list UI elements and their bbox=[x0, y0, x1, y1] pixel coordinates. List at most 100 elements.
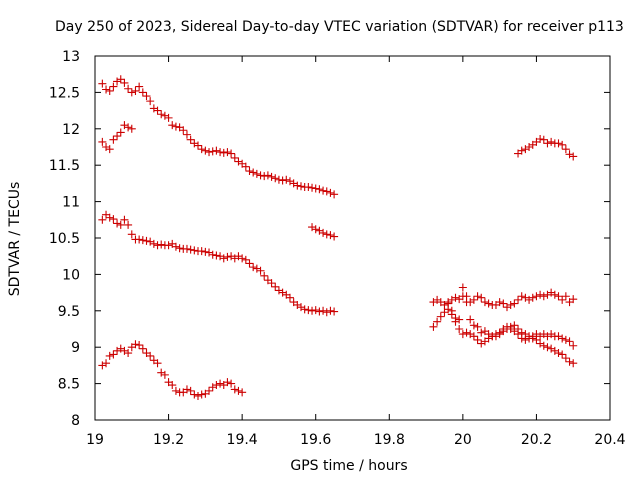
data-point bbox=[319, 306, 328, 315]
data-point bbox=[561, 335, 570, 344]
data-point bbox=[120, 346, 129, 355]
y-tick-label: 10 bbox=[62, 267, 80, 283]
data-point bbox=[293, 181, 302, 190]
series-track-f bbox=[514, 134, 578, 161]
data-point bbox=[98, 137, 107, 146]
data-point bbox=[322, 230, 331, 239]
data-point bbox=[113, 77, 122, 86]
data-point bbox=[227, 379, 236, 388]
data-point bbox=[160, 111, 169, 120]
data-point bbox=[451, 293, 460, 302]
data-point bbox=[135, 235, 144, 244]
plot-border bbox=[94, 55, 611, 421]
data-point bbox=[506, 300, 515, 309]
y-tick-label: 12.5 bbox=[49, 85, 80, 101]
data-point bbox=[113, 219, 122, 228]
data-point bbox=[433, 317, 442, 326]
data-point bbox=[109, 82, 118, 91]
data-point bbox=[120, 78, 129, 87]
data-point bbox=[326, 231, 335, 240]
data-point bbox=[186, 135, 195, 144]
data-point bbox=[565, 337, 574, 346]
data-point bbox=[536, 290, 545, 299]
y-tick-label: 9 bbox=[71, 340, 80, 356]
data-point bbox=[168, 381, 177, 390]
data-point bbox=[127, 230, 136, 239]
data-point bbox=[466, 315, 475, 324]
data-point bbox=[525, 143, 534, 151]
data-point bbox=[455, 325, 464, 333]
data-point bbox=[547, 344, 556, 353]
data-point bbox=[521, 335, 530, 344]
data-point bbox=[539, 292, 548, 301]
data-point bbox=[168, 121, 177, 130]
data-point bbox=[521, 145, 530, 154]
data-point bbox=[473, 335, 482, 344]
data-point bbox=[558, 334, 567, 343]
data-point bbox=[308, 183, 317, 192]
data-point bbox=[495, 298, 504, 307]
data-point bbox=[223, 148, 232, 157]
data-point bbox=[304, 306, 313, 315]
data-point bbox=[186, 386, 195, 395]
plot-frame bbox=[94, 55, 611, 421]
data-point bbox=[219, 254, 228, 263]
data-point bbox=[190, 139, 199, 148]
data-point bbox=[469, 295, 478, 304]
x-tick-label: 20 bbox=[454, 432, 472, 448]
data-point bbox=[102, 359, 111, 368]
data-point bbox=[116, 128, 125, 137]
data-point bbox=[278, 288, 287, 297]
x-tick-label: 19 bbox=[86, 432, 104, 448]
data-point bbox=[146, 97, 155, 106]
data-point bbox=[223, 378, 232, 387]
data-point bbox=[326, 188, 335, 197]
data-point bbox=[116, 344, 125, 353]
data-point bbox=[146, 351, 155, 360]
data-point bbox=[308, 223, 317, 232]
data-point bbox=[216, 379, 225, 388]
data-point bbox=[447, 306, 456, 315]
y-tick-label: 11 bbox=[62, 195, 80, 211]
data-point bbox=[153, 106, 162, 115]
y-tick-label: 9.5 bbox=[58, 304, 80, 320]
data-point bbox=[256, 171, 265, 180]
data-point bbox=[267, 172, 276, 181]
data-point bbox=[539, 330, 548, 339]
data-point bbox=[462, 298, 471, 307]
data-point bbox=[499, 325, 508, 333]
data-point bbox=[554, 139, 563, 148]
data-point bbox=[285, 177, 294, 186]
data-point bbox=[477, 293, 486, 302]
chart-title: Day 250 of 2023, Sidereal Day-to-day VTE… bbox=[55, 19, 624, 35]
data-point bbox=[201, 247, 210, 256]
data-point bbox=[175, 244, 184, 253]
x-axis: 19 19.2 19.4 19.6 19.8 20 20.2 20.4 bbox=[86, 56, 626, 448]
data-point bbox=[105, 351, 114, 360]
data-point bbox=[105, 86, 114, 95]
data-point bbox=[256, 266, 265, 275]
x-axis-label: GPS time / hours bbox=[290, 458, 407, 474]
data-point bbox=[98, 215, 107, 224]
data-point bbox=[322, 308, 331, 317]
data-point bbox=[311, 306, 320, 315]
data-point bbox=[429, 322, 438, 331]
data-point bbox=[311, 225, 320, 234]
data-point bbox=[109, 350, 118, 359]
data-point bbox=[105, 145, 114, 154]
data-point bbox=[510, 299, 519, 308]
data-point bbox=[297, 303, 305, 312]
data-point bbox=[558, 295, 567, 304]
data-point bbox=[201, 146, 210, 155]
data-point bbox=[219, 148, 228, 157]
data-point bbox=[528, 332, 537, 341]
data-point bbox=[543, 290, 552, 299]
data-point bbox=[113, 132, 122, 141]
data-point bbox=[285, 293, 294, 302]
data-point bbox=[473, 292, 482, 301]
data-point bbox=[164, 241, 173, 250]
data-point bbox=[146, 237, 155, 246]
data-point bbox=[208, 250, 217, 259]
data-point bbox=[499, 299, 508, 308]
data-point bbox=[230, 153, 239, 162]
